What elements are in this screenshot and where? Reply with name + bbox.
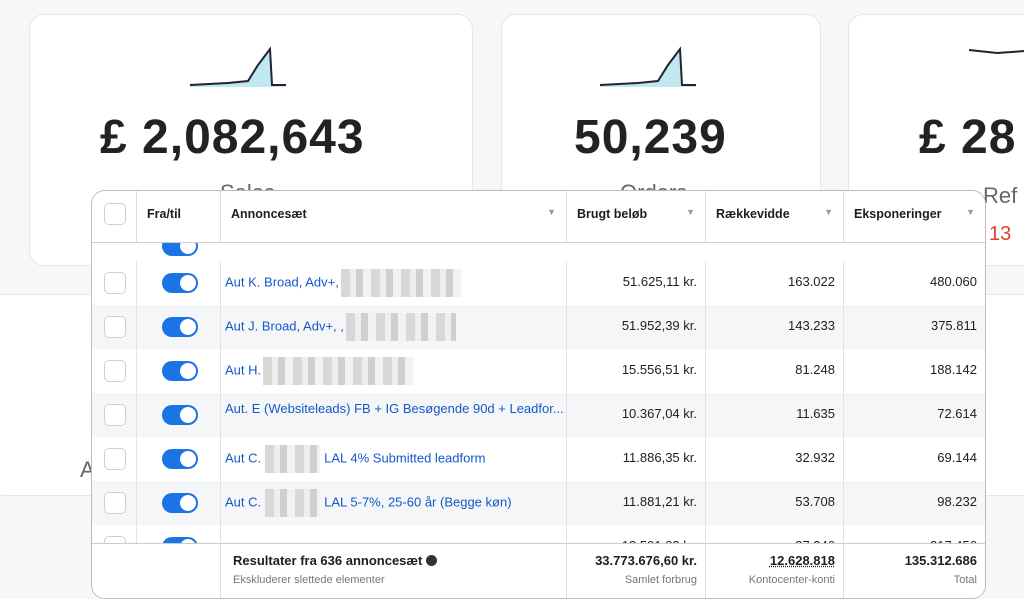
cell: Aut H. (221, 349, 567, 393)
reach-cell: 53.708 (706, 481, 844, 525)
header-text: Annoncesæt (231, 207, 307, 221)
card-value: 50,239 (574, 110, 727, 165)
footer-caption: Total (844, 574, 977, 586)
card-value: £ 28 (919, 110, 1016, 165)
footer-total: 12.628.818 (706, 553, 835, 568)
footer-cell: Resultater fra 636 annoncesæt Ekskludere… (221, 543, 567, 598)
column-header[interactable]: Brugt beløb ▼ (567, 191, 706, 243)
footer-total: 33.773.676,60 kr. (567, 553, 697, 568)
cell: Aut C. LAL 5-7%, 25-60 år (Begge køn) (221, 481, 567, 525)
ad-set-name[interactable]: LAL 4% Submitted leadform (324, 450, 485, 465)
header-text: Brugt beløb (577, 207, 647, 221)
cell: Aut C. LAL 4% Submitted leadform (221, 437, 567, 481)
ad-set-name[interactable]: Aut C. (225, 450, 261, 465)
ad-set-name[interactable]: Aut C. (225, 494, 261, 509)
table-row: Aut H. 15.556,51 kr. 81.248 188.142 (92, 349, 985, 393)
impressions-cell: 69.144 (844, 437, 985, 481)
ad-set-name[interactable]: Aut J. Broad, Adv+, , (225, 318, 344, 333)
row-checkbox[interactable] (104, 316, 126, 338)
footer-cell: 12.628.818 Kontocenter-konti (706, 543, 844, 598)
impressions-cell: 480.060 (844, 261, 985, 305)
redacted (265, 445, 320, 473)
sparkline (598, 45, 698, 95)
footer-note: Ekskluderer slettede elementer (233, 574, 566, 586)
toggle[interactable] (162, 493, 198, 513)
sparkline (188, 45, 288, 95)
footer-cell: 135.312.686 Total (844, 543, 985, 598)
impressions-cell: 188.142 (844, 349, 985, 393)
redacted (346, 313, 456, 341)
sparkline (967, 35, 1024, 85)
column-header[interactable]: Rækkevidde ▼ (706, 191, 844, 243)
row-checkbox[interactable] (104, 360, 126, 382)
spent-cell: 15.556,51 kr. (567, 349, 706, 393)
spent-cell: 51.625,11 kr. (567, 261, 706, 305)
header-text: Eksponeringer (854, 207, 942, 221)
cell: Aut J. Broad, Adv+, , (221, 305, 567, 349)
cell: Aut K. Broad, Adv+, (221, 261, 567, 305)
reach-cell: 163.022 (706, 261, 844, 305)
toggle[interactable] (162, 273, 198, 293)
ad-sets-table: Aut K. Broad, Adv+, 51.625,11 kr. 163.022 4… (91, 190, 986, 599)
footer-title-text: Resultater fra 636 annoncesæt (233, 553, 422, 568)
header-checkbox-cell (92, 191, 137, 243)
row-checkbox[interactable] (104, 492, 126, 514)
toggle[interactable] (162, 317, 198, 337)
header-text: Rækkevidde (716, 207, 790, 221)
card-label: Ref (983, 183, 1017, 209)
table-row: Aut C. LAL 4% Submitted leadform 11.886,35… (92, 437, 985, 481)
spent-cell: 11.881,21 kr. (567, 481, 706, 525)
column-header[interactable]: Annoncesæt ▼ (221, 191, 567, 243)
footer-cell: 33.773.676,60 kr. Samlet forbrug (567, 543, 706, 598)
footer-caption: Samlet forbrug (567, 574, 697, 586)
toggle[interactable] (162, 361, 198, 381)
row-checkbox[interactable] (104, 272, 126, 294)
ad-set-name[interactable]: Aut H. (225, 362, 261, 377)
ad-set-name[interactable]: Aut. E (Websiteleads) FB + IG Besøgende … (225, 401, 564, 416)
column-header[interactable]: Fra/til (137, 191, 221, 243)
row-checkbox[interactable] (104, 448, 126, 470)
ad-set-name[interactable]: Aut K. Broad, Adv+, (225, 274, 339, 289)
table-row: Aut C. LAL 5-7%, 25-60 år (Begge køn) 11.8… (92, 481, 985, 525)
table-row: Aut J. Broad, Adv+, , 51.952,39 kr. 143.23… (92, 305, 985, 349)
spent-cell: 11.886,35 kr. (567, 437, 706, 481)
redacted (265, 489, 320, 517)
footer-caption: Kontocenter-konti (706, 574, 835, 586)
table-row: Aut K. Broad, Adv+, 51.625,11 kr. 163.022 4… (92, 261, 985, 305)
redacted (263, 357, 413, 385)
ad-set-name[interactable]: LAL 5-7%, 25-60 år (Begge køn) (324, 494, 511, 509)
table-row: Aut. E (Websiteleads) FB + IG Besøgende … (92, 393, 985, 437)
reach-cell: 143.233 (706, 305, 844, 349)
select-all-checkbox[interactable] (104, 203, 126, 225)
reach-cell: 81.248 (706, 349, 844, 393)
spent-cell: 51.952,39 kr. (567, 305, 706, 349)
reach-cell: 11.635 (706, 393, 844, 437)
toggle[interactable] (162, 449, 198, 469)
row-checkbox[interactable] (104, 404, 126, 426)
reach-cell: 32.932 (706, 437, 844, 481)
column-header[interactable]: Eksponeringer ▼ (844, 191, 985, 243)
redacted (341, 269, 461, 297)
impressions-cell: 98.232 (844, 481, 985, 525)
spent-cell: 10.367,04 kr. (567, 393, 706, 437)
cell: Aut. E (Websiteleads) FB + IG Besøgende … (221, 393, 567, 437)
footer-cell (92, 543, 221, 598)
impressions-cell: 375.811 (844, 305, 985, 349)
footer-total: 135.312.686 (844, 553, 977, 568)
footer-title: Resultater fra 636 annoncesæt (233, 553, 566, 568)
card-value: £ 2,082,643 (100, 110, 365, 165)
toggle[interactable] (162, 405, 198, 425)
impressions-cell: 72.614 (844, 393, 985, 437)
